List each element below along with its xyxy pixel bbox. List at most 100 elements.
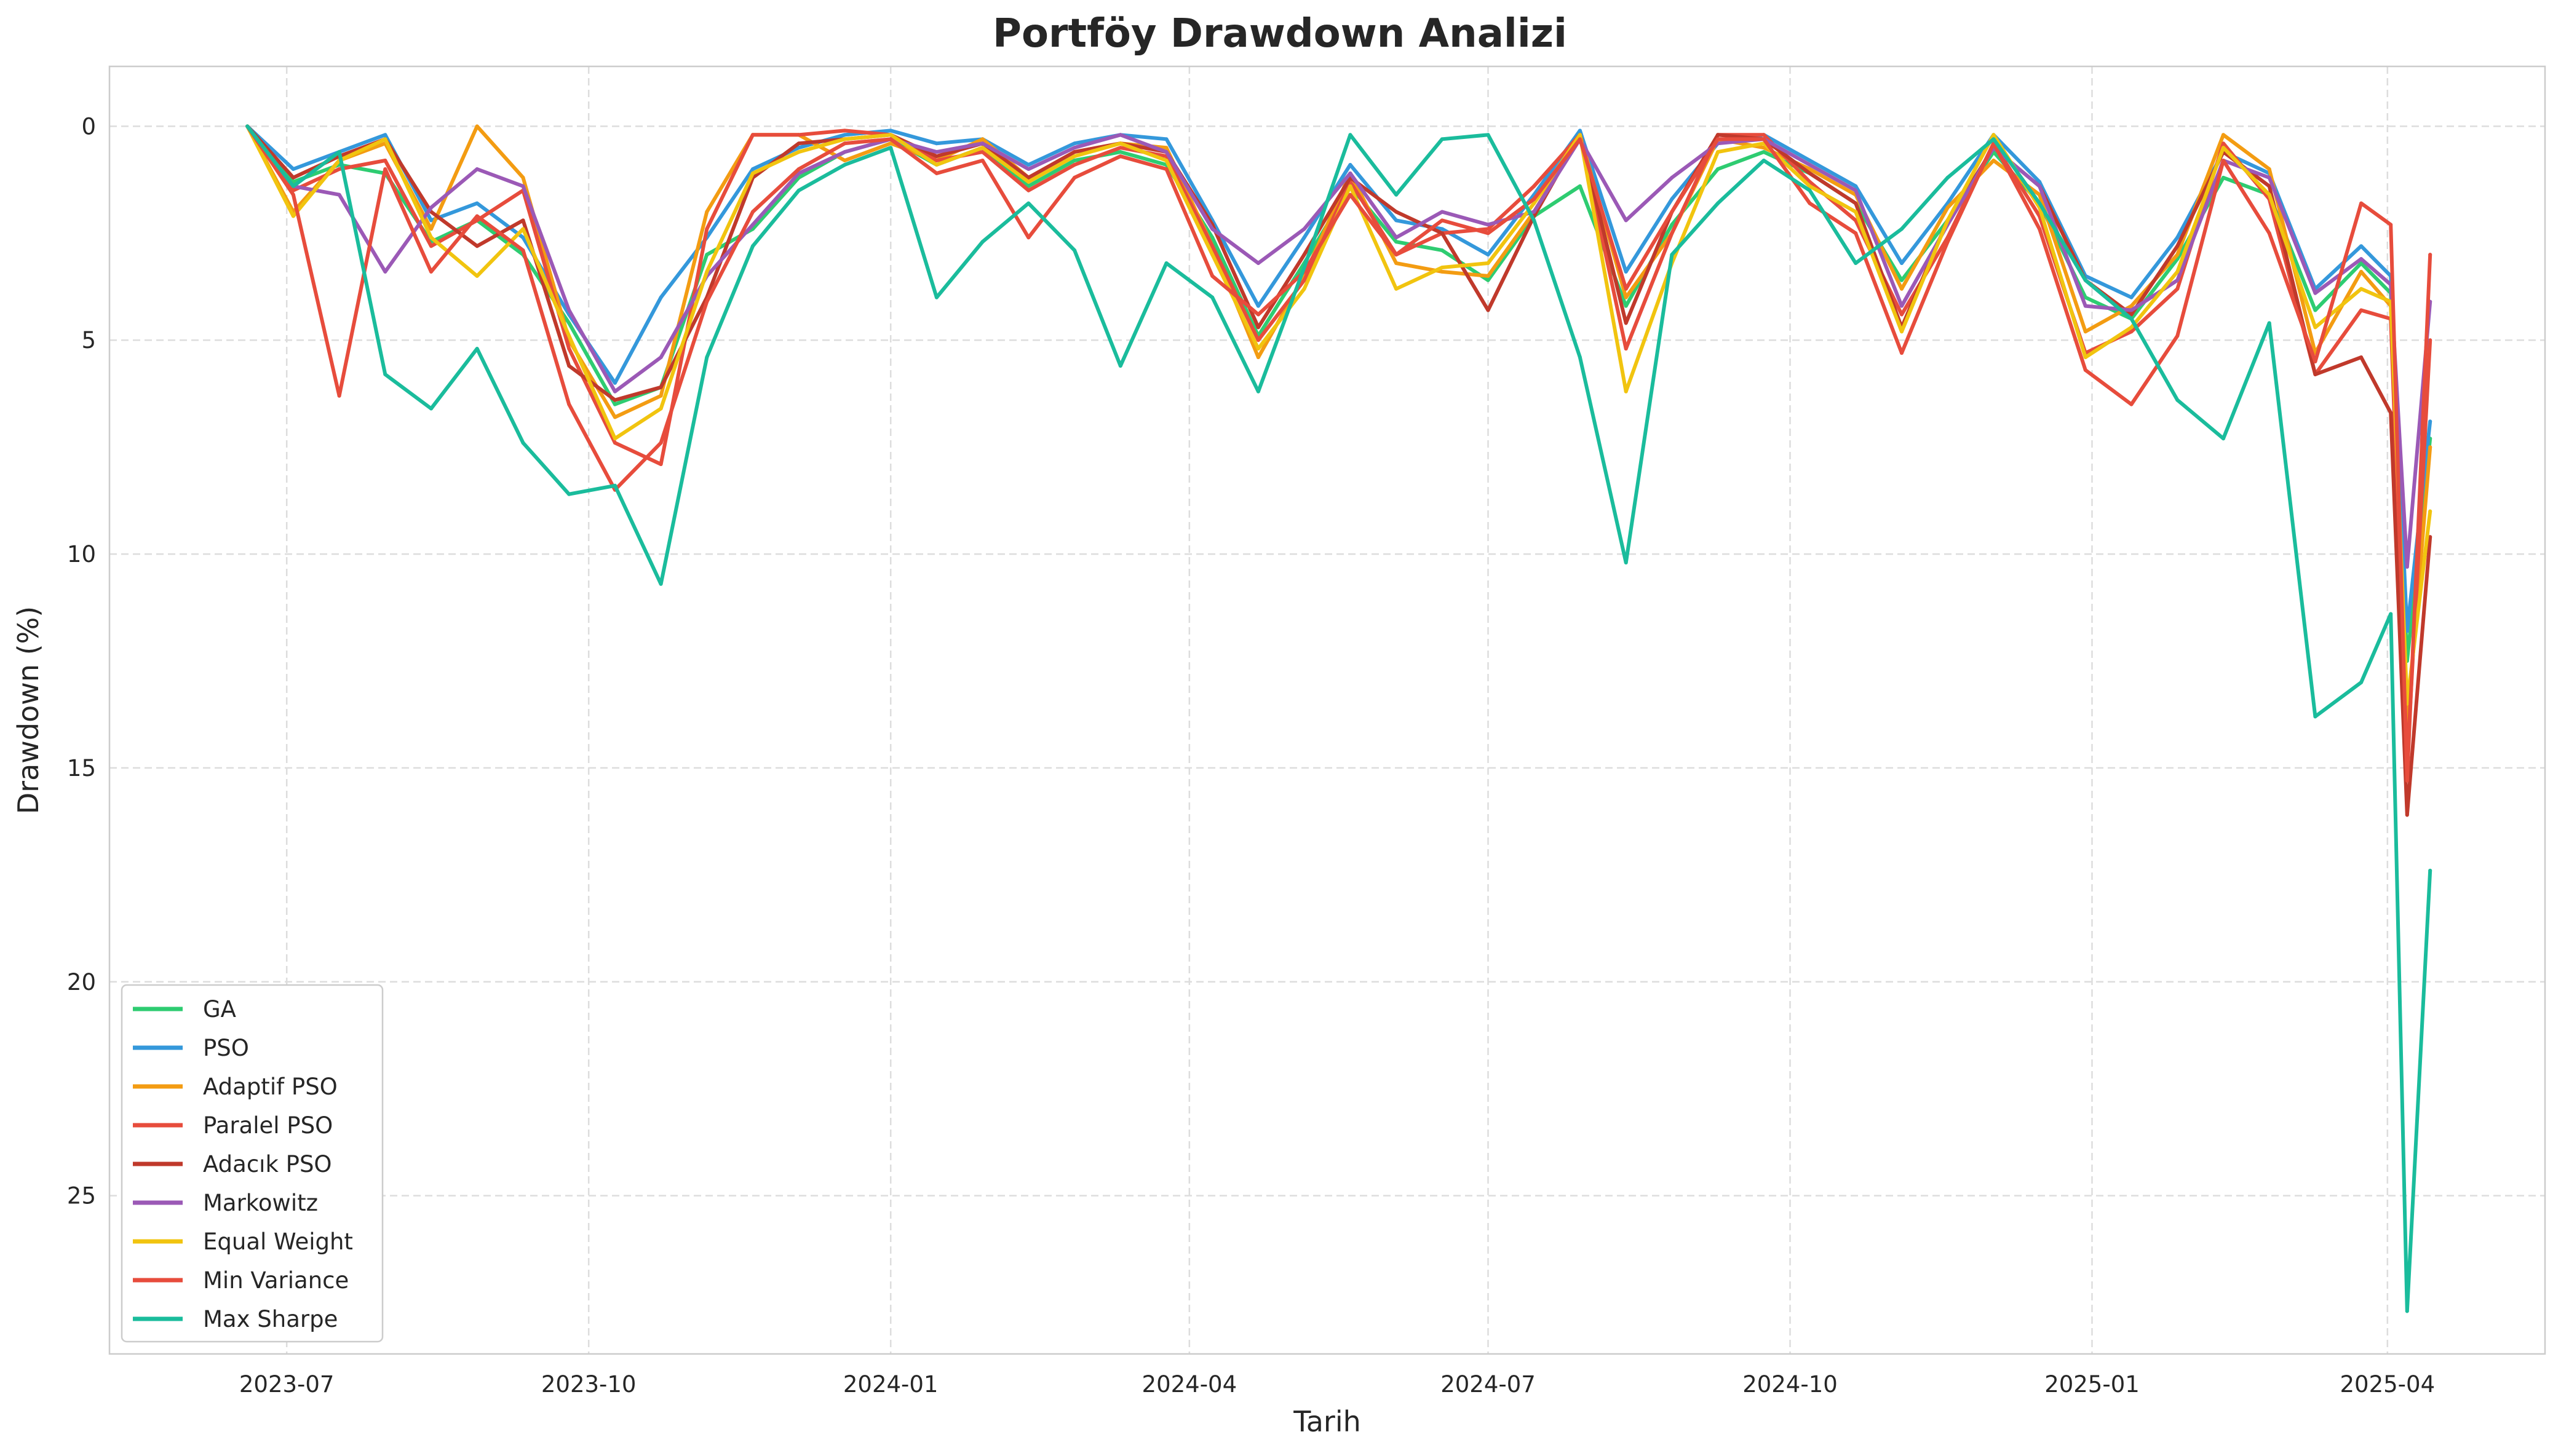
data-point [475,347,479,351]
data-point [659,441,663,445]
data-point [1302,227,1306,231]
data-point [2359,308,2364,312]
x-tick-label: 2024-10 [1742,1371,1838,1398]
data-point [2359,269,2364,274]
y-tick-label: 15 [67,755,96,781]
data-point [1164,159,1169,162]
data-point [1624,287,1628,291]
x-tick-label: 2024-01 [843,1371,939,1398]
data-point [980,150,985,154]
x-axis-label: Tarih [1293,1405,1361,1438]
data-point [1808,201,1812,205]
data-point [1808,171,1812,175]
data-point [291,184,295,188]
data-point [1302,235,1306,240]
data-point [2222,159,2225,162]
data-point [1302,266,1306,269]
data-point [1578,184,1582,188]
data-point [659,295,663,299]
data-point [1256,355,1260,360]
data-point [1808,184,1812,188]
data-point [1486,274,1490,278]
data-point [2267,231,2271,235]
data-point [1900,330,1904,334]
data-point [843,137,847,141]
data-point [1210,244,1215,248]
data-point [1486,253,1490,257]
data-point [1854,210,1858,214]
data-point [1716,167,1720,171]
data-point [1164,167,1169,171]
data-point [1716,201,1720,205]
data-point [1394,240,1399,244]
data-point [1073,175,1077,180]
data-point [521,175,525,180]
data-point [613,415,617,419]
data-point [1532,201,1536,205]
data-point [2313,291,2317,295]
series-line-7 [245,124,2432,783]
data-point [2359,355,2364,360]
legend-items: GA PSO Adaptif PSO Paralel PSO Adacık PSO Mar… [133,996,353,1332]
data-point [980,159,985,162]
data-point [1578,355,1582,360]
data-point [751,171,755,175]
data-point [1026,163,1031,167]
data-point [1486,133,1490,137]
tick-labels: 0 5 10 15 20 25 2023-07 2023-10 2024-01 2024-04 20… [67,113,2435,1398]
data-point [1900,227,1904,231]
legend-label: Equal Weight [203,1228,353,1255]
data-point [1302,253,1306,257]
data-point [1256,261,1260,265]
data-point [1945,218,1950,223]
data-point [1026,167,1031,171]
data-point [796,141,801,146]
data-point [1164,261,1169,265]
data-point [796,188,801,192]
data-point [521,441,525,445]
data-point [2267,321,2271,325]
data-point [1348,171,1352,175]
data-point [659,394,663,398]
data-point [2359,680,2364,684]
data-point [1761,133,1766,137]
y-tick-label: 0 [81,113,96,140]
data-point [2129,304,2134,308]
data-point [1118,146,1122,150]
data-point [291,167,295,171]
data-point [2267,192,2271,197]
series-line-8 [245,124,2432,1313]
data-point [521,248,525,253]
data-point [1440,266,1444,269]
data-point [705,269,709,274]
data-point [1808,163,1812,167]
data-point [2428,509,2432,513]
data-point [1716,150,1720,154]
data-point [613,381,617,385]
data-point [2129,330,2134,334]
data-point [1761,137,1766,141]
data-point [337,150,341,154]
data-point [1118,154,1122,159]
data-point [2359,287,2364,291]
data-point [2267,184,2271,188]
data-point [2428,419,2432,424]
data-point [1394,287,1399,291]
data-point [1486,227,1490,231]
data-point [245,124,250,129]
data-point [1670,231,1674,235]
data-point [1302,287,1306,291]
data-point [2129,325,2134,330]
data-point [705,210,709,214]
data-point [2129,312,2134,317]
data-point [2038,201,2042,205]
data-point [1991,133,1996,137]
data-point [2389,612,2393,616]
data-point [2175,287,2180,291]
data-point [2129,295,2134,299]
data-point [1394,235,1399,240]
data-point [843,159,847,162]
data-point [429,235,433,240]
data-point [1670,175,1674,180]
